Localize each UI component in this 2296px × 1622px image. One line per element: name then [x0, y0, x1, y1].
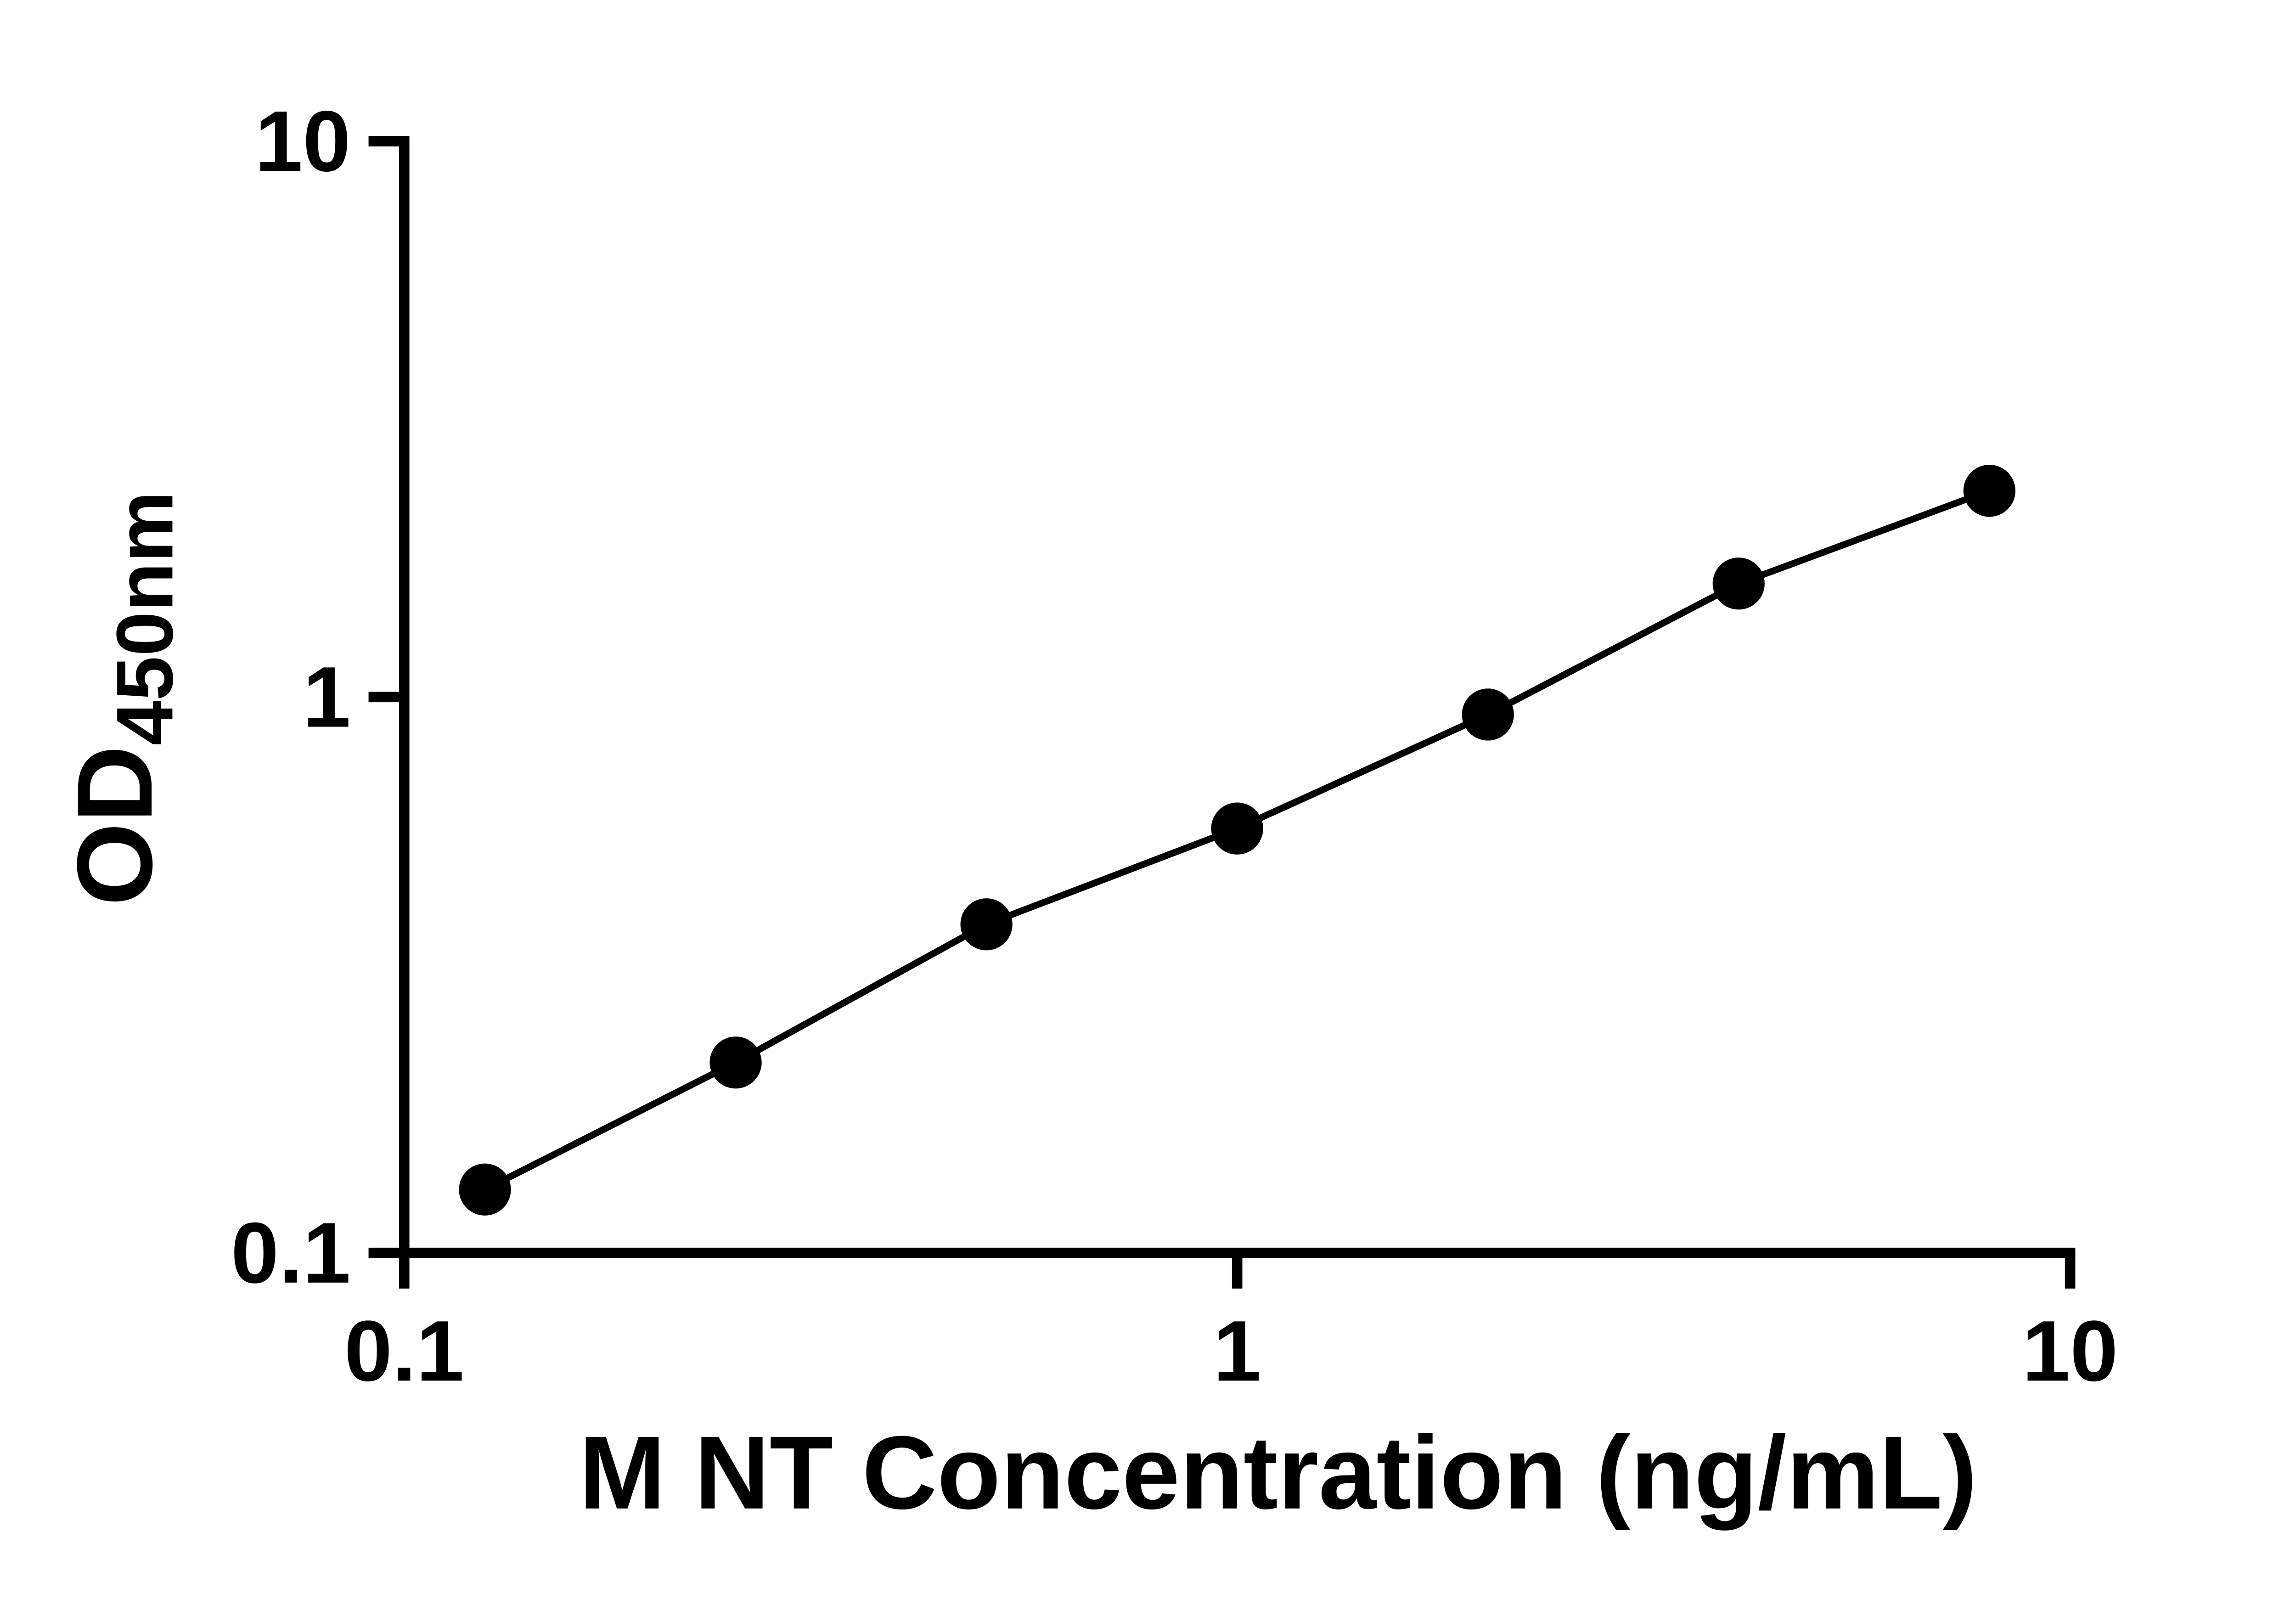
data-point: [960, 898, 1013, 951]
data-point: [709, 1036, 762, 1089]
y-axis-title-sub: 450nm: [100, 491, 190, 745]
y-axis-title-main: OD: [55, 745, 174, 906]
data-point: [1211, 802, 1263, 855]
y-tick-label: 0.1: [231, 1205, 351, 1301]
x-tick-label: 0.1: [344, 1302, 464, 1399]
data-point: [459, 1163, 511, 1216]
x-tick-label: 1: [1213, 1302, 1261, 1399]
y-tick-label: 10: [255, 93, 351, 189]
data-point: [1712, 558, 1765, 610]
data-point: [1963, 465, 2015, 517]
x-tick-label: 10: [2022, 1302, 2118, 1399]
x-axis-title: M NT Concentration (ng/mL): [579, 1415, 1977, 1531]
plot-area: 0.1 1 10 10 1 0.1: [231, 93, 2118, 1399]
data-point: [1462, 688, 1514, 741]
y-axis-title: OD450nm: [55, 491, 190, 906]
y-tick-label: 1: [303, 649, 350, 745]
